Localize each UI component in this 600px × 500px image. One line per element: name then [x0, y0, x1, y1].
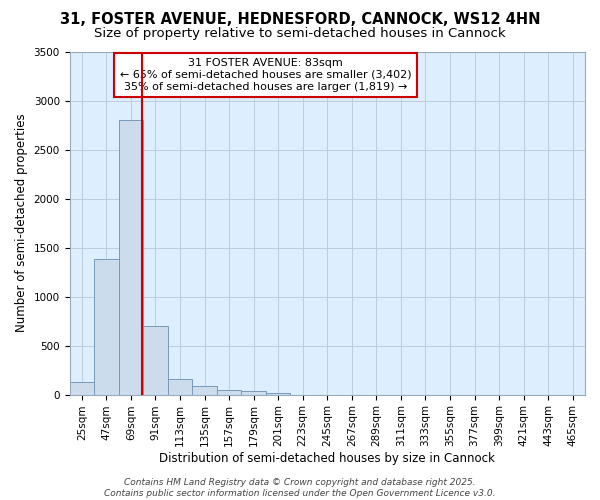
Bar [266, 392, 290, 394]
Text: 31 FOSTER AVENUE: 83sqm
← 65% of semi-detached houses are smaller (3,402)
35% of: 31 FOSTER AVENUE: 83sqm ← 65% of semi-de… [119, 58, 411, 92]
Bar [168, 380, 192, 394]
Text: 31, FOSTER AVENUE, HEDNESFORD, CANNOCK, WS12 4HN: 31, FOSTER AVENUE, HEDNESFORD, CANNOCK, … [60, 12, 540, 28]
Bar [241, 391, 266, 394]
Text: Contains HM Land Registry data © Crown copyright and database right 2025.
Contai: Contains HM Land Registry data © Crown c… [104, 478, 496, 498]
Bar [192, 386, 217, 394]
Bar [70, 382, 94, 394]
Bar [94, 260, 119, 394]
Text: Size of property relative to semi-detached houses in Cannock: Size of property relative to semi-detach… [94, 28, 506, 40]
X-axis label: Distribution of semi-detached houses by size in Cannock: Distribution of semi-detached houses by … [160, 452, 495, 465]
Bar [119, 120, 143, 394]
Bar [143, 326, 168, 394]
Y-axis label: Number of semi-detached properties: Number of semi-detached properties [15, 114, 28, 332]
Bar [217, 390, 241, 394]
